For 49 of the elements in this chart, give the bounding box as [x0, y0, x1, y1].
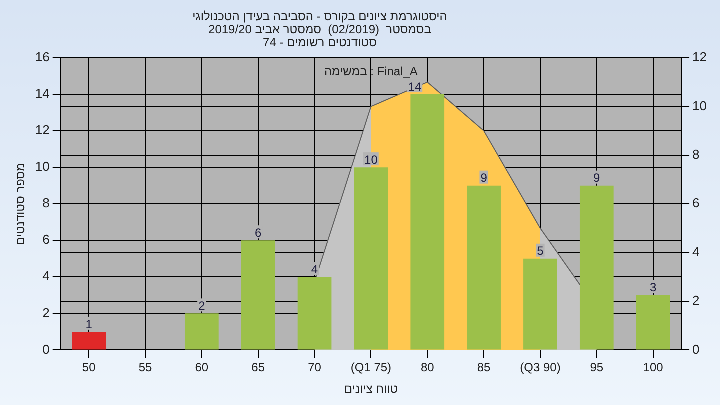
data-label: 6	[255, 226, 262, 240]
y2-tick-label: 4	[692, 244, 700, 260]
y2-tick-label: 6	[692, 196, 700, 211]
y-tick-label: 4	[42, 268, 50, 284]
x-tick-label: (Q1 75)	[350, 360, 392, 375]
data-label: 2	[198, 298, 206, 313]
y-tick-label: 0	[42, 342, 50, 357]
y2-tick-label: 12	[692, 50, 708, 65]
chart-title: היסטוגרמת ציונים בקורס - הסביבה בעידן הטכנולוגי	[192, 9, 448, 24]
y-tick-label: 16	[35, 50, 50, 65]
y-tick-label: 8	[42, 196, 50, 211]
x-tick-label: (Q3 90)	[520, 360, 561, 375]
y-axis-title: מספר סטודנטים	[14, 163, 28, 246]
x-tick-label: 50	[82, 360, 96, 375]
x-tick-label: 55	[138, 360, 152, 375]
x-axis-title: טווח ציונים	[344, 382, 398, 396]
bar	[298, 277, 332, 350]
y-tick-label: 6	[42, 232, 50, 248]
data-label: 14	[408, 80, 422, 94]
bar	[184, 314, 219, 350]
y-tick-label: 2	[42, 305, 50, 320]
x-tick-label: 100	[643, 360, 664, 375]
y-tick-label: 10	[35, 159, 50, 174]
data-label: 5	[537, 244, 544, 258]
y-tick-label: 12	[35, 122, 50, 138]
annotation: במשימה : Final_A	[324, 64, 418, 78]
x-tick-label: 60	[195, 360, 209, 375]
bar	[410, 94, 445, 350]
bar	[241, 240, 276, 350]
y-tick-label: 14	[35, 86, 50, 102]
bar	[636, 295, 670, 350]
y2-tick-label: 8	[692, 146, 700, 162]
x-tick-label: 85	[477, 360, 492, 375]
data-label: 4	[311, 262, 318, 276]
x-tick-label: 95	[590, 360, 604, 375]
y2-tick-label: 10	[692, 98, 708, 114]
x-tick-label: 70	[308, 360, 322, 375]
data-label: 3	[650, 280, 657, 295]
data-label: 1	[86, 317, 93, 332]
data-label: 9	[594, 171, 601, 186]
x-tick-label: 65	[252, 360, 266, 375]
data-label: 10	[364, 152, 378, 167]
bar	[467, 186, 501, 350]
bar	[72, 332, 106, 350]
y2-tick-label: 0	[692, 342, 700, 357]
data-label: 9	[480, 171, 488, 186]
chart-subtitle: בסמסטר (02/2019) סמסטר אביב 2019/20 סטודנטים רשומים - 74	[208, 22, 432, 50]
y2-tick-label: 2	[692, 293, 700, 308]
x-tick-label: 80	[420, 360, 435, 375]
